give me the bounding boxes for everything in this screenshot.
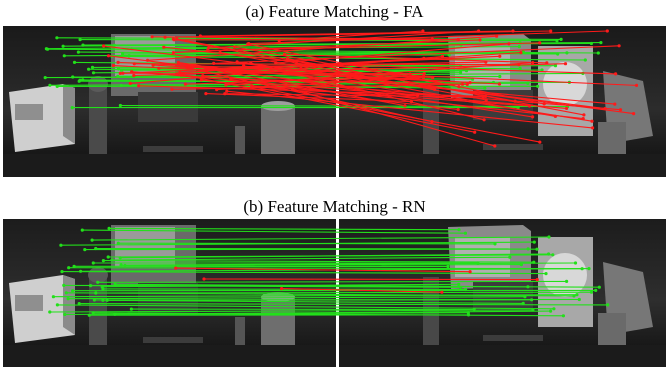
outlier-match-line	[275, 43, 509, 64]
outlier-match-line	[253, 86, 540, 143]
inlier-match-line	[68, 267, 583, 270]
inlier-match-line	[68, 296, 525, 300]
outlier-match-line	[138, 85, 486, 97]
inlier-match-line	[115, 283, 600, 288]
outlier-match-line	[248, 30, 608, 45]
inlier-match-line	[121, 262, 576, 266]
inlier-match-line	[79, 303, 608, 306]
inlier-match-line	[92, 236, 550, 241]
caption-panel-a: (a) Feature Matching - FA	[245, 2, 424, 21]
inlier-match-line	[97, 280, 567, 283]
outlier-match-line	[251, 85, 530, 107]
outlier-match-line	[203, 278, 538, 281]
outlier-match-line	[131, 71, 567, 109]
outlier-match-line	[175, 267, 471, 273]
inlier-match-line	[57, 304, 554, 310]
inlier-match-line	[60, 241, 535, 246]
inlier-match-line	[61, 271, 547, 275]
outlier-match-line	[173, 38, 487, 101]
inlier-match-line	[64, 310, 551, 316]
panel-b-feature-matching	[3, 219, 666, 367]
inlier-match-line	[107, 299, 524, 304]
inlier-match-line	[120, 253, 549, 259]
inlier-match-line	[82, 229, 466, 234]
outlier-match-line	[292, 88, 495, 147]
inlier-match-line	[49, 309, 533, 313]
inlier-match-line	[95, 291, 592, 294]
inlier-match-line	[124, 264, 522, 267]
match-lines-a	[43, 29, 639, 148]
outlier-match-line	[103, 45, 606, 110]
outlier-match-line	[179, 57, 424, 74]
outlier-match-line	[207, 42, 540, 52]
outlier-match-line	[134, 63, 519, 66]
outlier-match-line	[152, 36, 433, 40]
outlier-match-line	[200, 30, 514, 37]
outlier-match-line	[108, 55, 418, 97]
outlier-match-line	[153, 64, 500, 85]
inlier-match-line	[103, 260, 534, 263]
outlier-match-line	[226, 90, 593, 129]
outlier-match-line	[281, 288, 442, 293]
inlier-match-line	[109, 227, 460, 231]
inlier-match-line	[46, 44, 462, 50]
panel-a-feature-matching	[3, 26, 666, 177]
outlier-match-line	[164, 30, 551, 38]
inlier-match-line	[79, 80, 570, 83]
inlier-match-line	[53, 294, 577, 298]
match-lines-b	[48, 226, 610, 318]
inlier-match-line	[111, 256, 510, 261]
outlier-match-line	[224, 93, 484, 98]
inlier-match-line	[102, 298, 580, 301]
caption-panel-b: (b) Feature Matching - RN	[243, 197, 426, 216]
outlier-match-line	[176, 73, 475, 133]
